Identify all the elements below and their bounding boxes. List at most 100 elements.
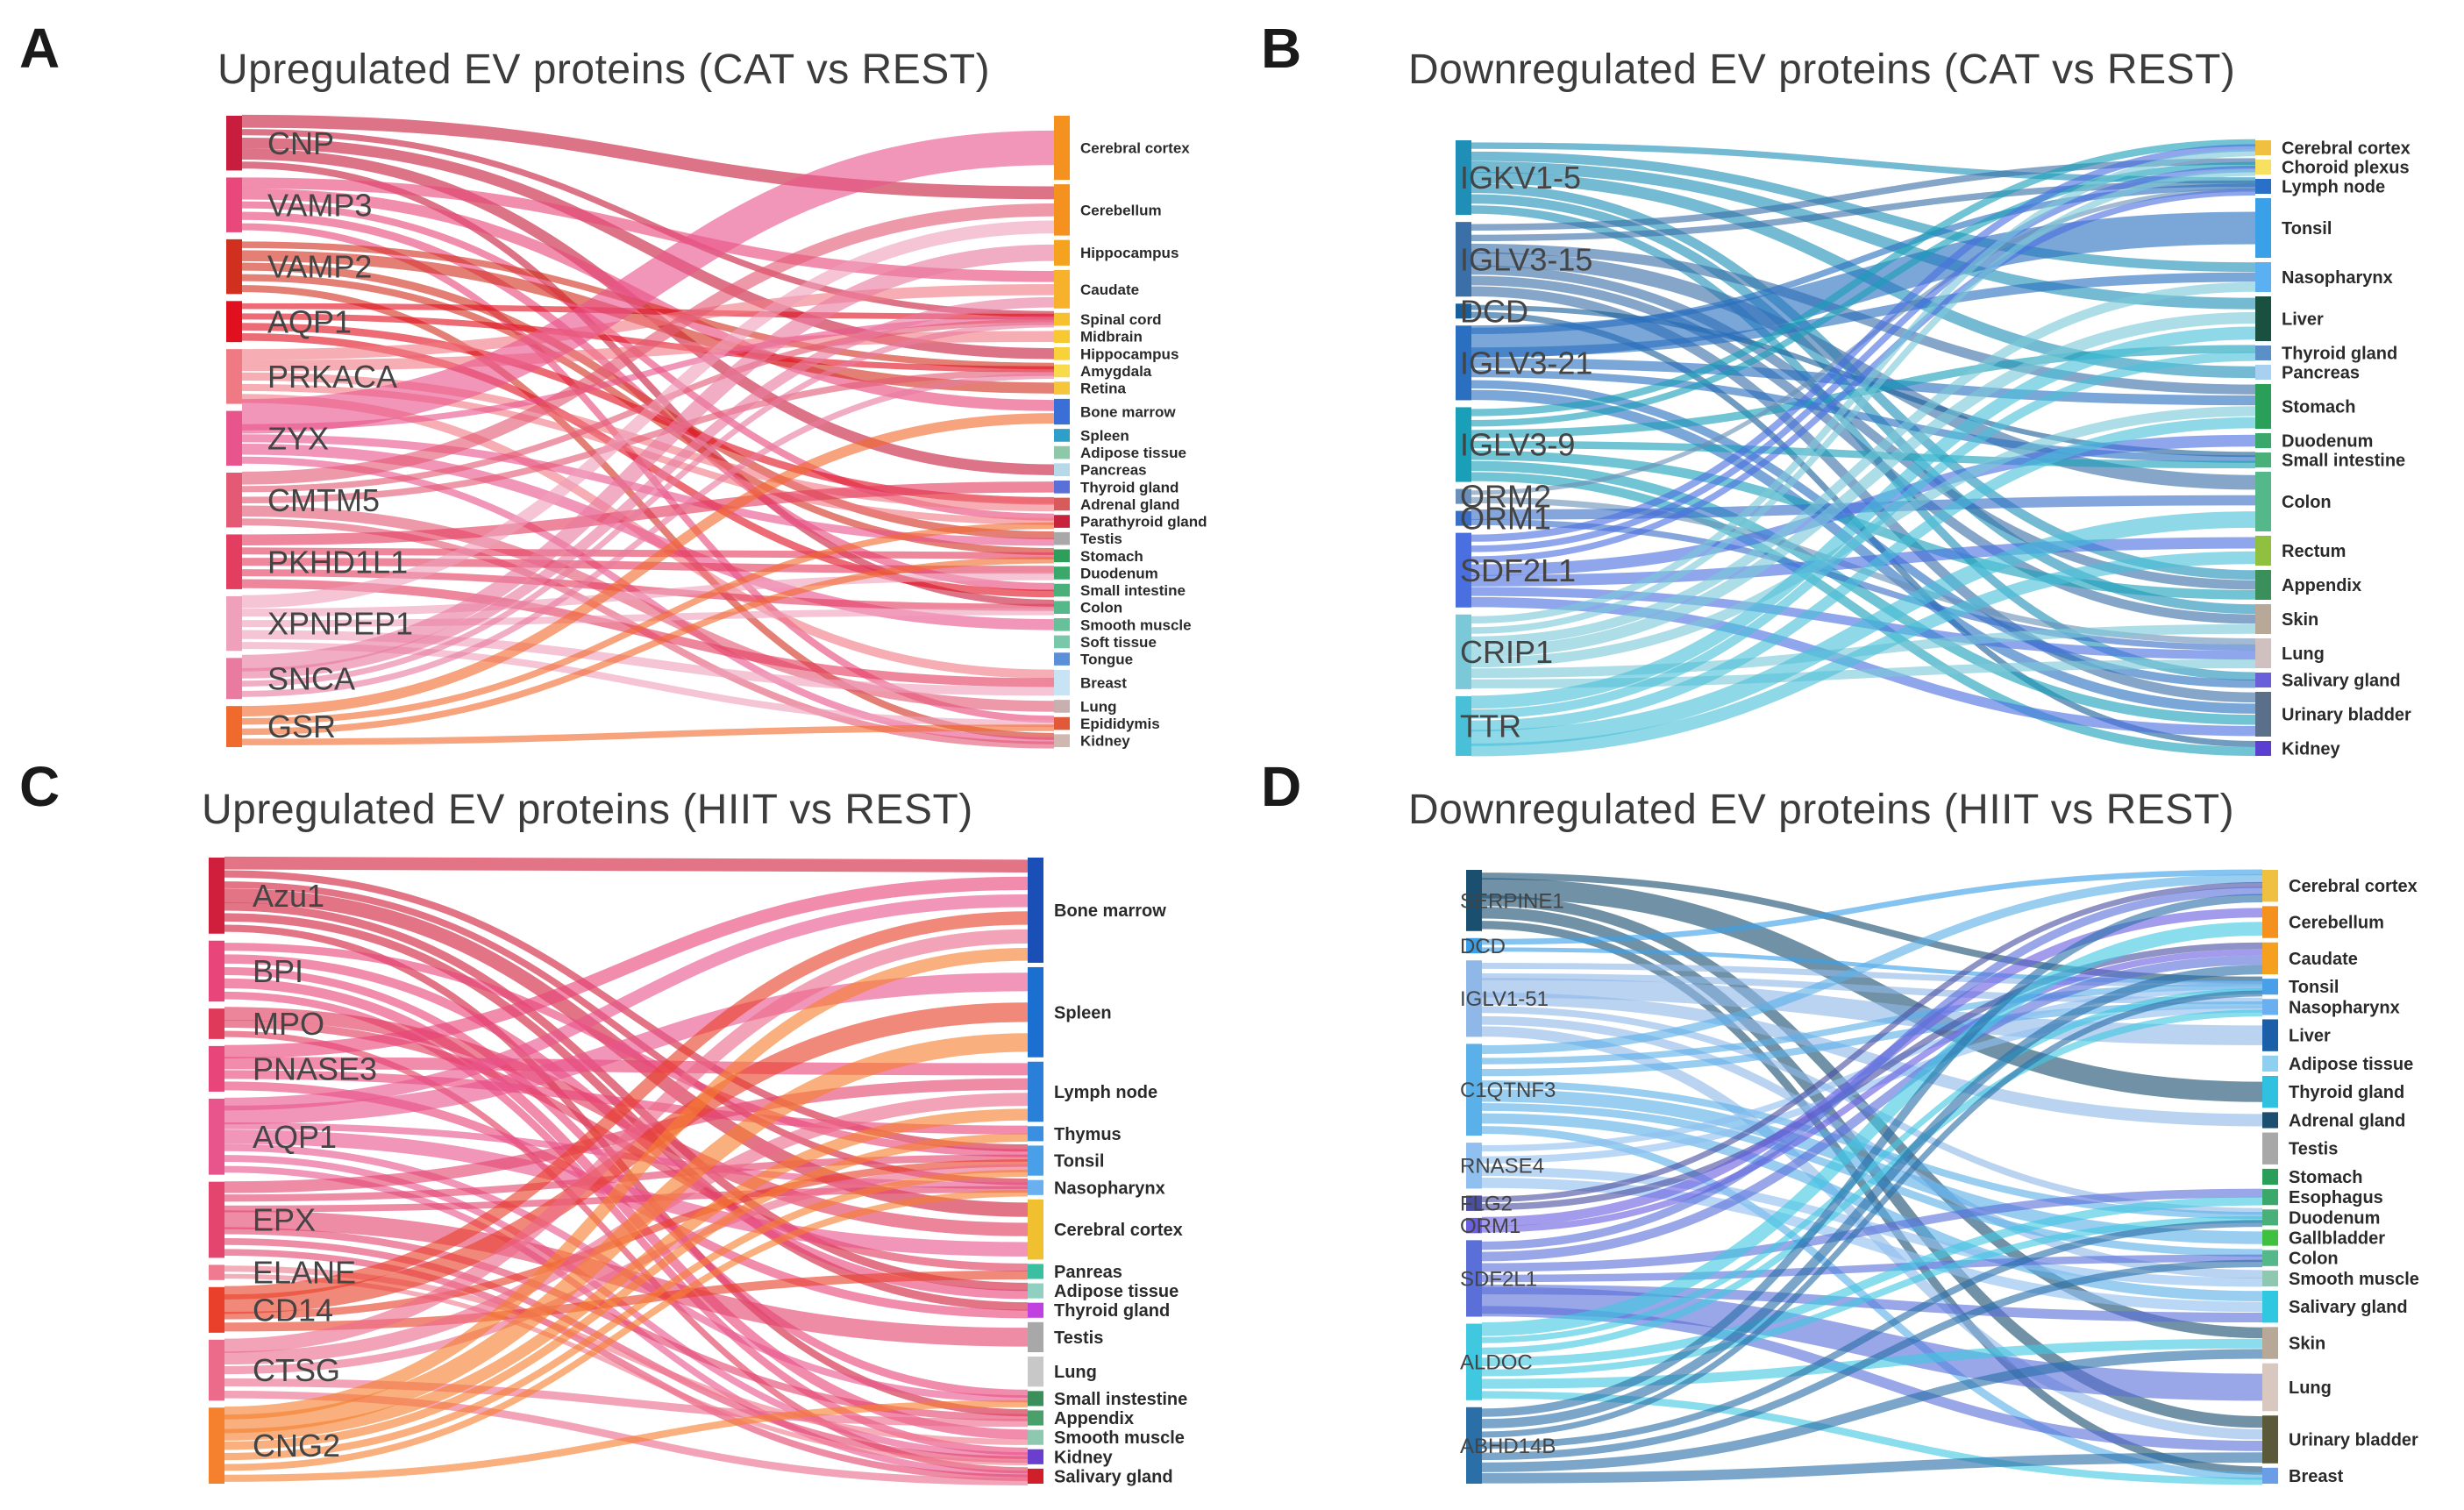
sankey-link: [241, 262, 1055, 540]
target-node: [1028, 1145, 1043, 1176]
source-label: AQP1: [253, 1119, 337, 1155]
sankey-link: [224, 911, 1029, 1300]
source-label: IGKV1-5: [1460, 160, 1581, 196]
sankey-link: [1481, 1259, 2263, 1461]
source-node: [1466, 1195, 1482, 1211]
source-label: CD14: [253, 1292, 333, 1328]
source-label: PNASE3: [253, 1051, 377, 1086]
target-label: Thymus: [1054, 1125, 1122, 1144]
source-label: DCD: [1460, 935, 1506, 958]
sankey-link: [1471, 511, 2256, 746]
target-label: Smooth muscle: [1080, 616, 1192, 633]
target-node: [1028, 1126, 1043, 1142]
target-node: [2255, 452, 2271, 467]
sankey-link: [1471, 272, 2256, 358]
target-label: Choroid plexus: [2282, 159, 2410, 178]
target-node: [1028, 1449, 1043, 1464]
sankey-link: [241, 114, 1055, 200]
sankey-link: [241, 724, 1055, 745]
sankey-link: [241, 318, 1055, 493]
sankey-link: [1471, 389, 2256, 714]
panel-title: Downregulated EV proteins (HIIT vs REST): [1408, 787, 2235, 833]
target-label: Parathyroid gland: [1080, 514, 1207, 531]
sankey-link: [224, 1189, 1029, 1471]
target-node: [1028, 1321, 1043, 1353]
source-node: [1466, 1217, 1482, 1234]
target-label: Nasopharynx: [1054, 1179, 1165, 1198]
source-label: C1QTNF3: [1460, 1079, 1556, 1102]
source-node: [1466, 960, 1482, 1037]
sankey-link: [1481, 894, 2263, 1339]
sankey-link: [1471, 160, 2256, 310]
target-label: Lymph node: [2282, 178, 2385, 197]
source-label: PKHD1L1: [267, 544, 408, 580]
sankey-link: [1471, 281, 2256, 646]
target-node: [1028, 1179, 1043, 1195]
sankey-link: [1471, 252, 2256, 490]
target-node: [2255, 604, 2271, 634]
panel-letter: C: [19, 755, 61, 818]
sankey-link: [1481, 1349, 2263, 1472]
target-label: Liver: [2289, 1027, 2331, 1046]
target-node: [2262, 1270, 2278, 1286]
link-group: [224, 856, 1029, 1485]
sankey-link: [1481, 1196, 2263, 1367]
sankey-link: [1471, 275, 2256, 624]
target-label: Spleen: [1080, 427, 1129, 444]
sankey-link: [1481, 1188, 2263, 1272]
sankey-link: [1471, 369, 2256, 463]
target-label: Appendix: [1054, 1409, 1134, 1428]
source-node: [1456, 303, 1471, 319]
sankey-link: [1471, 189, 2256, 563]
target-label: Soft tissue: [1080, 634, 1157, 651]
source-node: [209, 1339, 224, 1401]
target-label: Skin: [2289, 1335, 2325, 1354]
target-node: [2262, 1076, 2278, 1108]
source-node: [209, 1407, 224, 1484]
target-node: [2262, 979, 2278, 995]
target-node: [1028, 1302, 1043, 1318]
target-label: Colon: [1080, 600, 1122, 616]
target-label: Cerebellum: [1080, 202, 1162, 218]
target-node: [1054, 497, 1070, 511]
sankey-link: [241, 296, 1055, 679]
target-label: Breast: [2289, 1467, 2344, 1486]
target-label: Tonsil: [1054, 1152, 1104, 1172]
target-label: Small intestine: [1080, 582, 1186, 599]
target-node: [2262, 1019, 2278, 1051]
sankey-link: [224, 1133, 1029, 1450]
target-node: [2255, 638, 2271, 668]
sankey-link: [241, 572, 1055, 617]
sankey-link: [241, 244, 1055, 672]
sankey-link: [1481, 874, 2263, 1054]
sankey-link: [1481, 942, 2263, 1211]
link-group: [1481, 869, 2263, 1485]
panel-title: Upregulated EV proteins (HIIT vs REST): [202, 787, 973, 833]
target-label: Duodenum: [2282, 432, 2373, 452]
sankey-link: [1471, 551, 2256, 757]
target-label: Testis: [2289, 1140, 2338, 1159]
target-label: Salivary gland: [2289, 1298, 2408, 1317]
source-node: [226, 658, 242, 700]
target-node: [1028, 1199, 1043, 1260]
target-label: Pancreas: [2282, 364, 2360, 383]
target-label: Hippocampus: [1080, 345, 1179, 362]
target-node: [1054, 583, 1070, 597]
sankey-link: [241, 130, 1055, 434]
sankey-link: [224, 894, 1029, 1111]
source-node: [226, 410, 242, 467]
sankey-link: [1471, 596, 2256, 737]
target-label: Breast: [1080, 674, 1127, 691]
target-label: Adrenal gland: [1080, 496, 1179, 513]
target-node: [1028, 966, 1043, 1058]
target-node: [2255, 365, 2271, 380]
source-node: [1466, 937, 1482, 954]
target-node: [2255, 433, 2271, 448]
sankey-link: [1471, 326, 2256, 709]
target-node: [2255, 536, 2271, 566]
target-node: [1028, 1410, 1043, 1426]
sankey-link: [241, 283, 1055, 360]
sankey-link: [241, 481, 1055, 545]
target-label: Caudate: [2289, 950, 2358, 969]
target-label: Stomach: [2282, 398, 2355, 417]
